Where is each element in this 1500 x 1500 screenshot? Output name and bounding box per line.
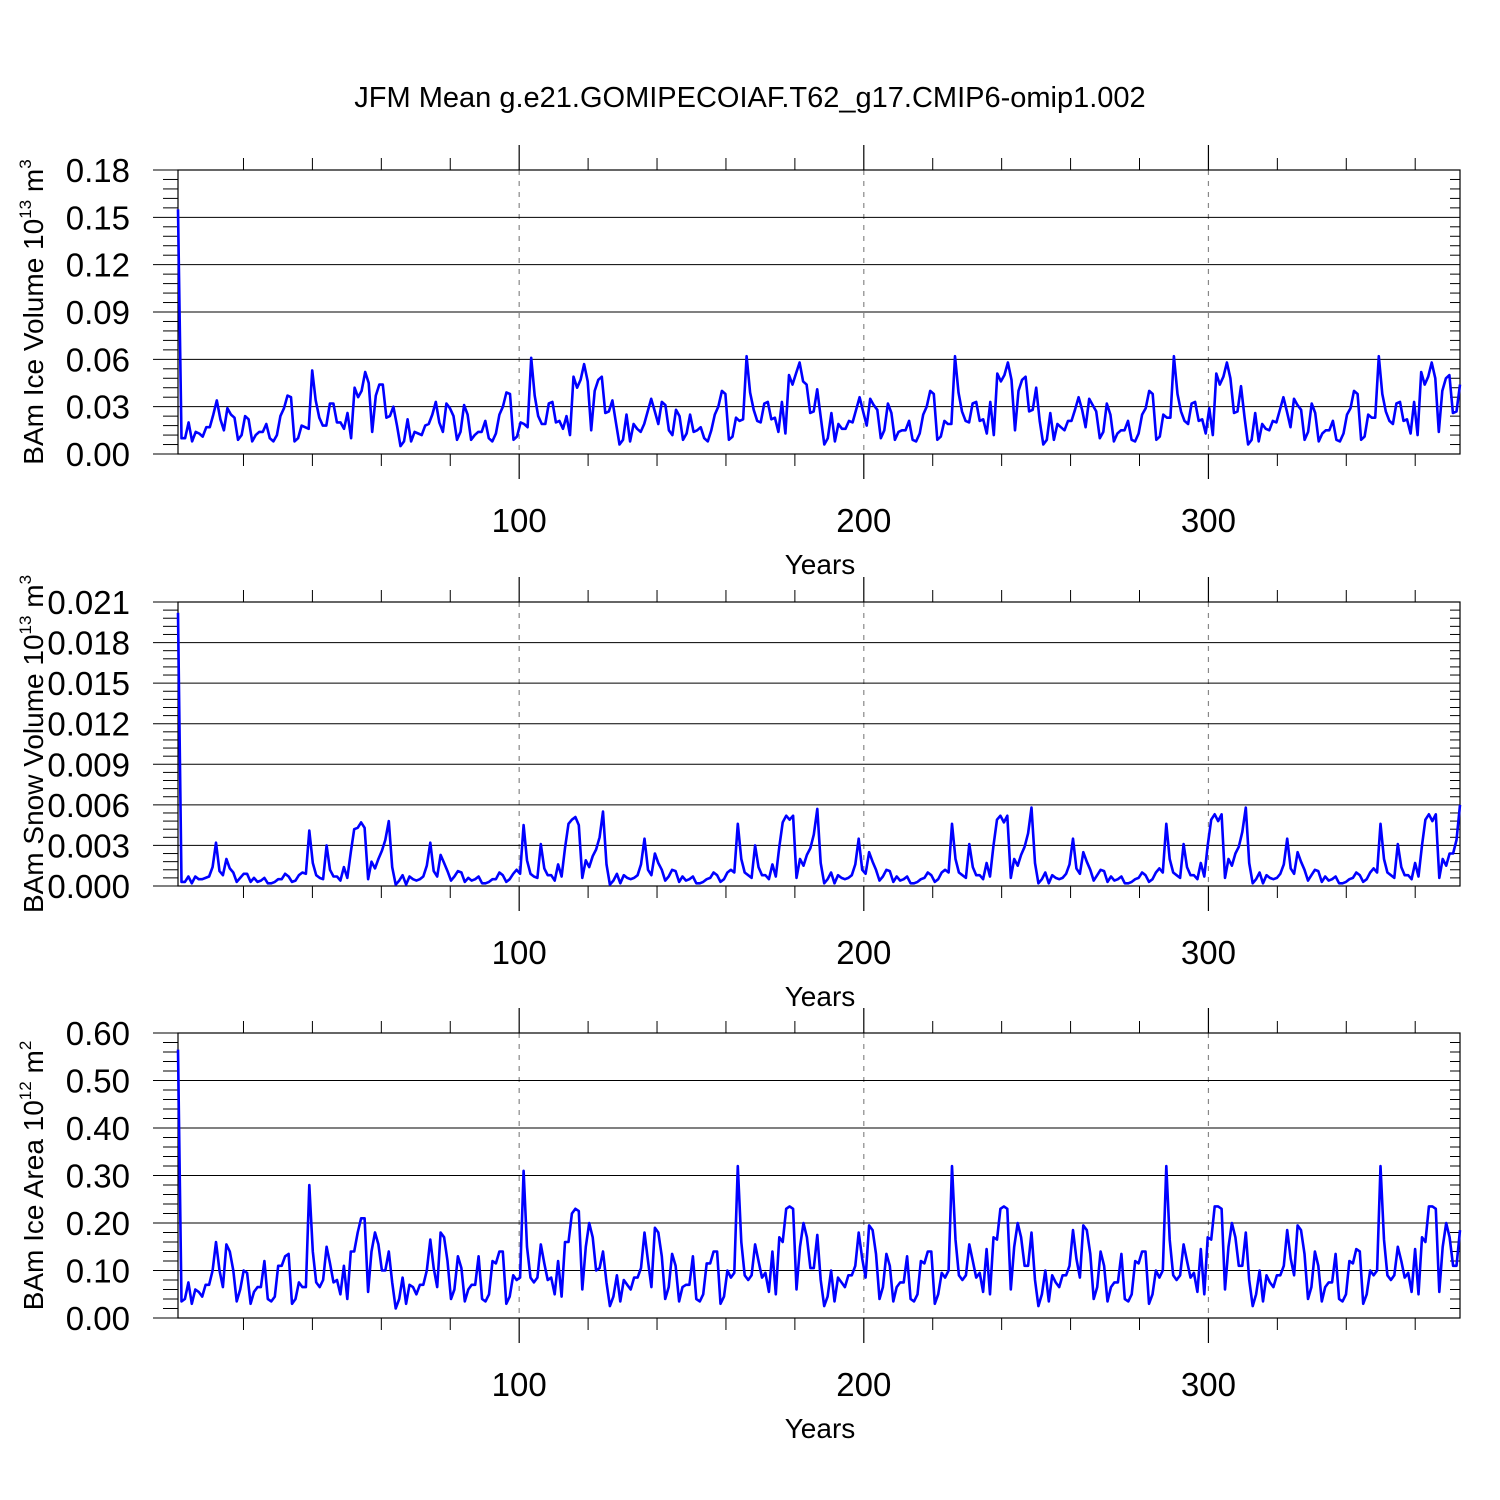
y-axis-label: BAm Ice Area 1012 m2 [16,1041,49,1311]
y-tick-label: 0.18 [66,152,130,189]
y-axis-label-superscript: 3 [16,159,35,168]
x-tick-label: 300 [1181,934,1236,971]
x-tick-label: 100 [492,502,547,539]
y-axis-label: BAm Snow Volume 1013 m3 [16,575,49,913]
y-tick-label: 0.09 [66,294,130,331]
y-axis-label-superscript: 3 [16,575,35,584]
series-line [176,1049,1462,1310]
y-tick-label: 0.40 [66,1110,130,1147]
y-tick-label: 0.12 [66,247,130,284]
series-line [176,612,1462,886]
x-tick-label: 100 [492,1366,547,1403]
x-axis-label: Years [785,1413,856,1444]
y-axis-label-part: m [18,1050,49,1081]
y-axis-label: BAm Ice Volume 1013 m3 [16,159,49,464]
x-tick-label: 300 [1181,1366,1236,1403]
y-tick-label: 0.009 [47,746,130,783]
x-tick-label: 200 [836,1366,891,1403]
y-tick-label: 0.06 [66,341,130,378]
y-axis-label-superscript: 13 [16,616,35,635]
x-tick-label: 200 [836,934,891,971]
y-tick-label: 0.018 [47,625,130,662]
x-axis-label: Years [785,981,856,1012]
x-axis-label: Years [785,549,856,580]
y-tick-label: 0.000 [47,868,130,905]
x-tick-label: 300 [1181,502,1236,539]
y-axis-label-part: m [18,584,49,615]
panel-3: 0.00 0.10 0.20 0.30 0.40 0.50 0.60 100 200 300 Yea… [16,1008,1462,1444]
y-tick-label: 0.00 [66,1300,130,1337]
y-tick-label: 0.03 [66,389,130,426]
y-tick-label: 0.10 [66,1253,130,1290]
panel-1: 0.00 0.03 0.06 0.09 0.12 0.15 0.18 100 200 300 Yea… [16,145,1462,580]
x-tick-label: 200 [836,502,891,539]
y-axis-label-superscript: 13 [16,200,35,219]
y-tick-label: 0.30 [66,1158,130,1195]
y-axis-label-part: BAm Ice Area 10 [18,1100,49,1310]
y-tick-label: 0.015 [47,665,130,702]
y-axis-label-part: BAm Ice Volume 10 [18,219,49,465]
y-tick-label: 0.15 [66,199,130,236]
y-tick-label: 0.60 [66,1015,130,1052]
y-tick-label: 0.021 [47,584,130,621]
y-tick-label: 0.003 [47,827,130,864]
y-tick-label: 0.00 [66,436,130,473]
y-tick-label: 0.012 [47,706,130,743]
y-axis-label-part: BAm Snow Volume 10 [18,634,49,913]
y-axis-label-superscript: 2 [16,1041,35,1050]
y-tick-label: 0.006 [47,787,130,824]
series-line [176,209,1462,448]
figure-title: JFM Mean g.e21.GOMIPECOIAF.T62_g17.CMIP6… [354,82,1146,114]
y-axis-label-part: m [18,169,49,200]
y-axis-label-superscript: 12 [16,1081,35,1100]
y-tick-label: 0.20 [66,1205,130,1242]
x-tick-label: 100 [492,934,547,971]
y-tick-label: 0.50 [66,1063,130,1100]
